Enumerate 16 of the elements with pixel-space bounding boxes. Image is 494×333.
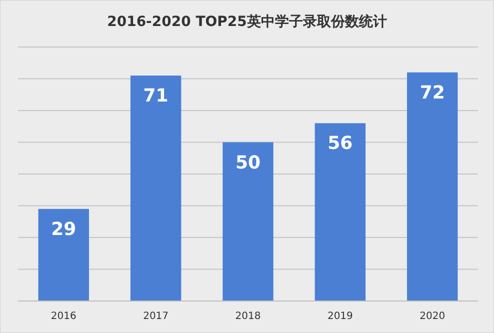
data-label: 71 [143,86,168,107]
data-label: 50 [235,152,261,174]
x-tick-label: 2018 [235,311,261,322]
bar [222,142,274,301]
x-tick-label: 2020 [420,311,446,322]
x-tick-label: 2016 [50,311,76,322]
data-label: 29 [51,218,76,240]
bar [38,208,89,301]
x-tick-label: 2017 [143,311,169,322]
bar [407,72,458,301]
data-label: 56 [328,133,353,154]
bar [314,123,366,301]
bar [130,76,182,301]
chart-title: 2016-2020 TOP25英中学子录取份数统计 [107,13,387,30]
x-tick-label: 2019 [327,311,353,322]
data-label: 72 [420,82,445,104]
